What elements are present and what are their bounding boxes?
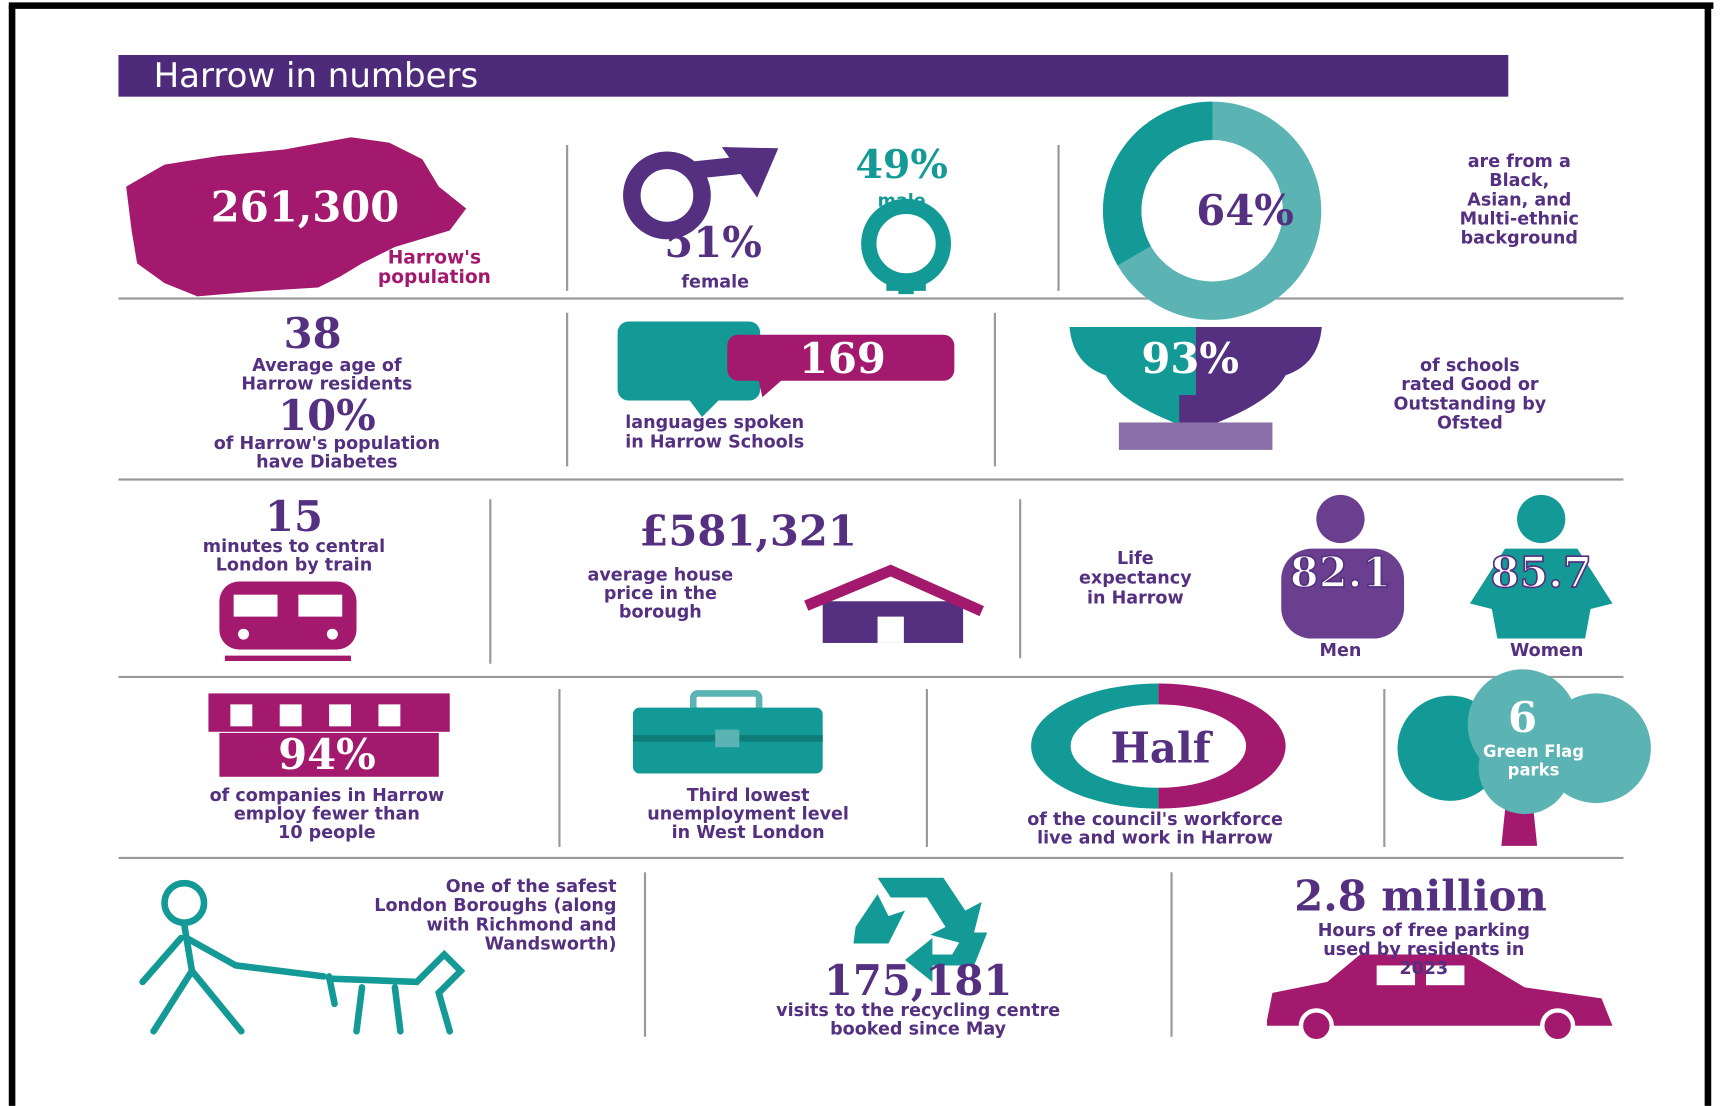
label: price in the bbox=[604, 584, 717, 604]
label: Average age of bbox=[252, 356, 402, 376]
label: London Boroughs (along bbox=[374, 896, 616, 916]
label: male bbox=[878, 191, 926, 211]
label: have Diabetes bbox=[256, 452, 397, 472]
stat: 85.7 bbox=[1490, 548, 1592, 597]
label: of schools bbox=[1420, 356, 1520, 376]
car bbox=[1266, 954, 1613, 1044]
label: are from a bbox=[1468, 152, 1571, 172]
label: in Harrow Schools bbox=[625, 433, 804, 453]
label: Harrow residents bbox=[241, 375, 412, 395]
label: minutes to central bbox=[203, 537, 385, 557]
label: Women bbox=[1510, 641, 1583, 661]
speech-bubbles bbox=[617, 321, 955, 417]
title: Harrow in numbers bbox=[154, 56, 479, 96]
label: Hours of free parking bbox=[1318, 921, 1530, 941]
male-symbol bbox=[623, 147, 779, 240]
stat: 38 bbox=[284, 309, 342, 358]
label: booked since May bbox=[830, 1020, 1007, 1040]
stat: 93% bbox=[1141, 334, 1239, 383]
label: One of the safest bbox=[446, 877, 617, 897]
shop bbox=[208, 693, 450, 777]
stat: £581,321 bbox=[639, 506, 856, 555]
stat: 169 bbox=[799, 334, 886, 383]
label: Men bbox=[1320, 641, 1362, 661]
stat: 94% bbox=[278, 730, 376, 779]
recycle bbox=[853, 877, 988, 982]
label: population bbox=[378, 267, 491, 288]
half-ring bbox=[1031, 683, 1286, 809]
stat: 82.1 bbox=[1290, 548, 1392, 597]
label: Black, bbox=[1489, 171, 1549, 191]
label: borough bbox=[619, 603, 702, 623]
icons bbox=[126, 101, 1651, 1044]
stat: 175,181 bbox=[824, 956, 1012, 1005]
label: rated Good or bbox=[1401, 375, 1539, 395]
label: parks bbox=[1508, 761, 1560, 780]
map bbox=[126, 137, 467, 297]
frame bbox=[8, 2, 1714, 1106]
label: Third lowest bbox=[687, 786, 810, 806]
label: Harrow's bbox=[388, 247, 481, 268]
label: Life bbox=[1117, 549, 1154, 569]
stat: 49% bbox=[855, 142, 947, 188]
label: Ofsted bbox=[1437, 413, 1503, 433]
trophy bbox=[1069, 327, 1322, 450]
label: background bbox=[1461, 229, 1578, 249]
label: average house bbox=[588, 565, 734, 585]
stat: Half bbox=[1110, 724, 1213, 773]
label: Multi-ethnic bbox=[1460, 209, 1579, 229]
train bbox=[219, 581, 357, 662]
dividers bbox=[118, 144, 1624, 1037]
stat: 15 bbox=[265, 492, 323, 541]
stat: 10% bbox=[278, 391, 376, 440]
stat: 6 bbox=[1508, 693, 1537, 742]
woman-figure bbox=[1469, 494, 1613, 639]
label: Wandsworth) bbox=[485, 935, 617, 955]
label: in Harrow bbox=[1087, 588, 1184, 608]
stat: 261,300 bbox=[211, 183, 399, 232]
label: in West London bbox=[672, 823, 825, 843]
label: languages spoken bbox=[625, 413, 804, 433]
label: employ fewer than bbox=[234, 805, 420, 825]
label: expectancy bbox=[1079, 569, 1192, 589]
house bbox=[804, 564, 984, 643]
label: 2023 bbox=[1399, 959, 1448, 979]
label: unemployment level bbox=[647, 805, 849, 825]
label: Asian, and bbox=[1467, 190, 1571, 210]
label: Green Flag bbox=[1483, 742, 1584, 761]
tree bbox=[1397, 669, 1651, 846]
stat: 64% bbox=[1196, 186, 1294, 235]
label: 10 people bbox=[278, 823, 376, 843]
label: used by residents in bbox=[1323, 940, 1524, 960]
label: with Richmond and bbox=[426, 915, 616, 935]
label: of the council's workforce bbox=[1027, 810, 1283, 830]
stat: 2.8 million bbox=[1294, 872, 1547, 921]
title-bar bbox=[118, 54, 1509, 97]
man-figure bbox=[1281, 494, 1405, 639]
label: London by train bbox=[216, 556, 372, 576]
label: live and work in Harrow bbox=[1037, 829, 1273, 849]
briefcase bbox=[632, 690, 823, 774]
label: female bbox=[681, 273, 749, 293]
label: Outstanding by bbox=[1394, 394, 1547, 414]
walker-and-dog bbox=[139, 879, 466, 1035]
label: of companies in Harrow bbox=[210, 786, 445, 806]
label: visits to the recycling centre bbox=[776, 1001, 1060, 1021]
donut bbox=[1102, 101, 1322, 320]
stat: 51% bbox=[664, 218, 762, 267]
label: of Harrow's population bbox=[214, 434, 440, 454]
female-symbol bbox=[861, 198, 952, 295]
